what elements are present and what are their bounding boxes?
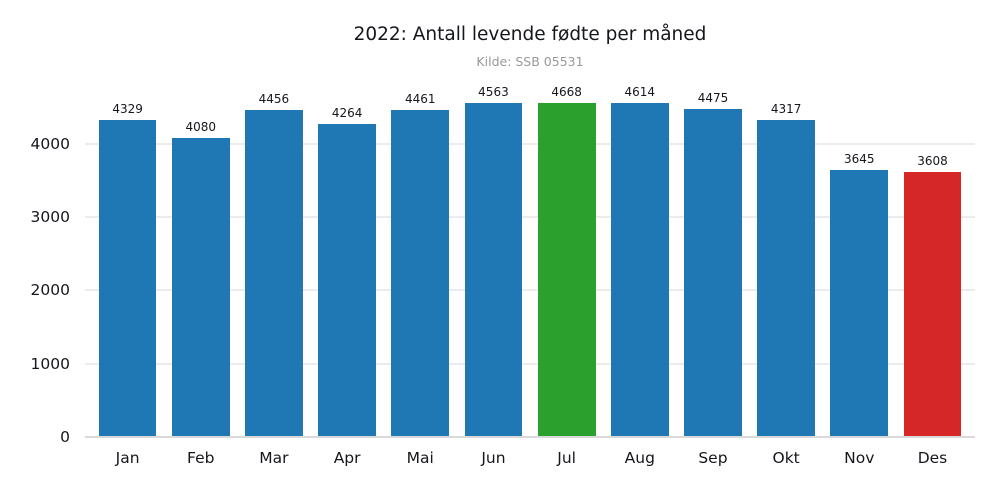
bar-slot-jul: 4668 [530,85,603,437]
xtick-label-jun: Jun [481,449,506,467]
gridline-y3000 [85,216,975,218]
bar-slot-apr: 4264 [311,85,384,437]
bars-row: 4329 4080 4456 4264 4461 4563 4668 4614 4475 4317… [85,85,975,437]
xtick-label-jan: Jan [115,449,140,467]
chart-subtitle: Kilde: SSB 05531 [476,54,584,69]
x-axis-baseline [85,435,975,438]
plot-area: 4329 4080 4456 4264 4461 4563 4668 4614 4475 4317… [85,85,975,438]
bar-slot-mai: 4461 [384,85,457,437]
bar-mai [391,110,450,437]
ytick-label-1000: 1000 [30,354,70,373]
bar-value-label-nov: 3645 [844,152,875,166]
bar-slot-des: 3608 [896,85,969,437]
ytick-label-3000: 3000 [30,208,70,226]
bar-value-label-aug: 4614 [624,85,656,99]
x-axis-tick-labels: Jan Feb Mar Apr Mai Jun Jul Aug Sep Okt Nov Des [85,449,975,467]
xtick-label-feb: Feb [187,449,215,467]
xtick-label-aug: Aug [624,449,655,467]
bar-feb [171,138,230,437]
bar-slot-feb: 4080 [164,85,237,437]
xtick-label-okt: Okt [772,449,800,467]
bar-value-label-mar: 4456 [258,92,290,106]
ytick-label-0: 0 [60,428,70,446]
bar-mar [245,110,303,437]
chart-title: 2022: Antall levende fødte per måned [353,24,707,45]
bar-value-label-apr: 4264 [331,106,363,120]
ytick-label-4000: 4000 [30,134,70,153]
bar-nov [830,170,889,437]
gridline-y4000 [85,142,975,145]
bar-value-label-des: 3608 [917,154,948,168]
gridline-y1000 [85,362,975,365]
bar-aug [610,103,669,437]
bar-value-label-okt: 4317 [770,102,802,116]
xtick-label-mar: Mar [259,449,289,467]
bar-des [903,172,962,437]
bar-slot-nov: 3645 [823,85,896,437]
bar-slot-jun: 4563 [457,85,530,437]
xtick-label-apr: Apr [333,449,361,467]
bar-value-label-feb: 4080 [185,120,217,134]
bar-jun [464,103,523,437]
bar-value-label-sep: 4475 [697,91,729,105]
bar-slot-mar: 4456 [237,85,310,437]
xtick-label-jul: Jul [557,449,576,467]
bar-slot-jan: 4329 [91,85,164,437]
bar-value-label-mai: 4461 [405,92,436,106]
xtick-label-des: Des [917,449,948,467]
bar-apr [318,124,376,437]
gridline-y2000 [85,289,975,292]
bar-slot-okt: 4317 [750,85,823,437]
bar-value-label-jan: 4329 [112,102,143,116]
xtick-label-nov: Nov [844,449,875,467]
bar-sep [684,109,742,437]
bar-value-label-jul: 4668 [551,85,582,99]
xtick-label-mai: Mai [406,449,434,467]
ytick-label-2000: 2000 [30,281,70,300]
bar-slot-sep: 4475 [676,85,749,437]
bar-value-label-jun: 4563 [478,85,509,99]
bar-jul [537,103,596,437]
xtick-label-sep: Sep [698,449,728,467]
bar-okt [757,120,816,437]
bar-slot-aug: 4614 [603,85,676,437]
bar-jan [98,120,157,437]
